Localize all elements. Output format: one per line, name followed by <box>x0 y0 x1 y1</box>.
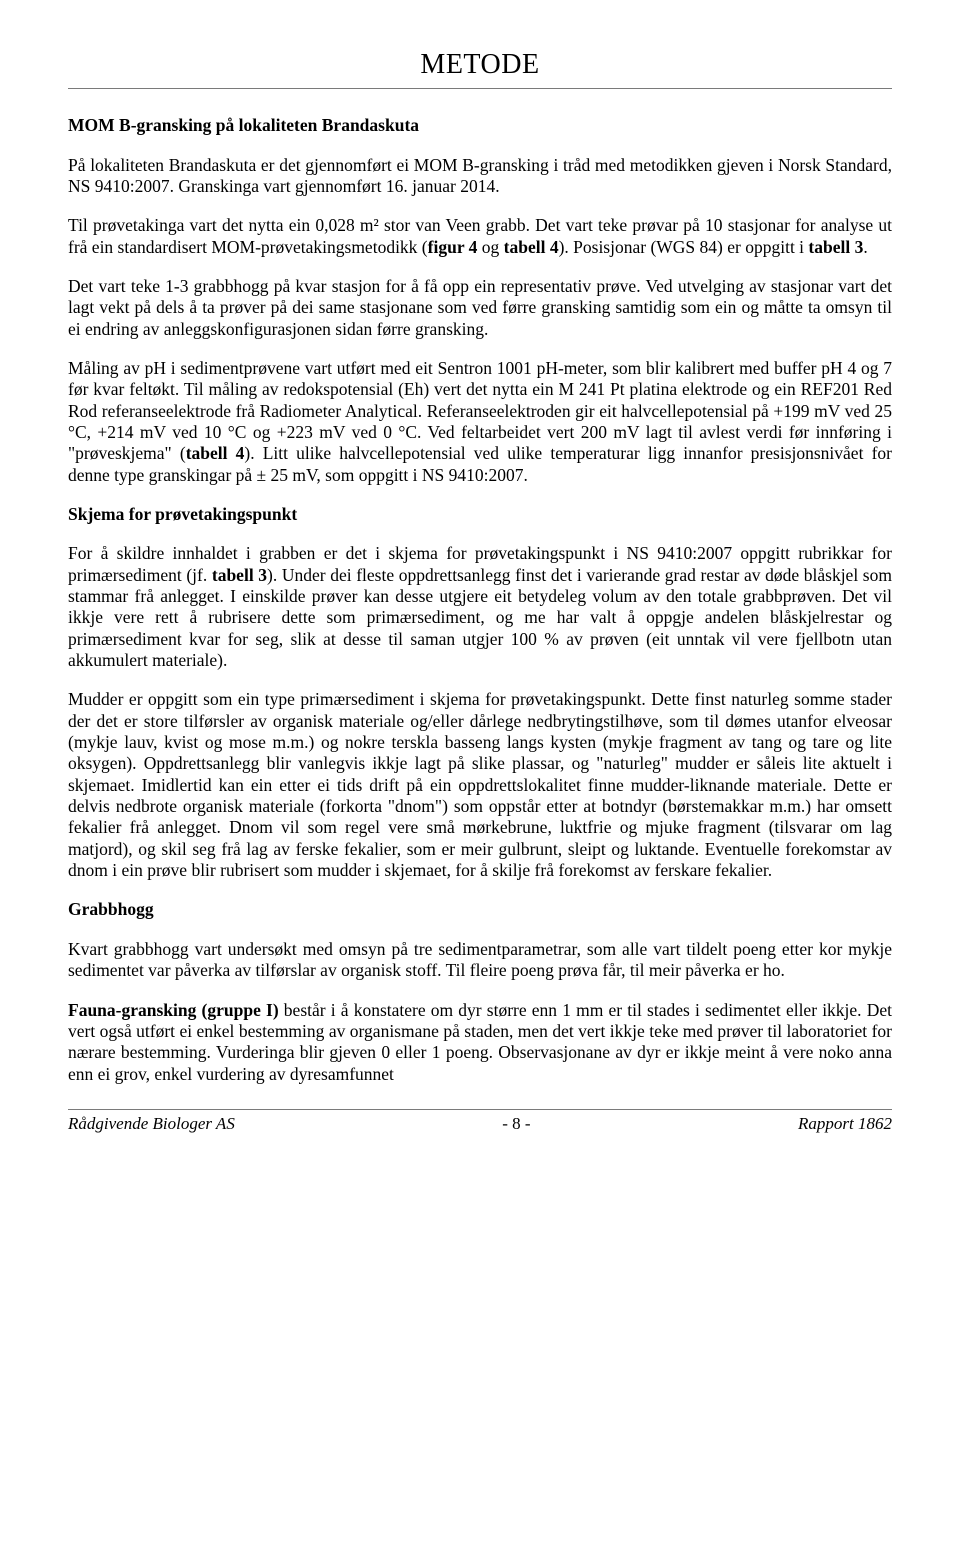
paragraph-fauna: Fauna-gransking (gruppe I) består i å ko… <box>68 1000 892 1085</box>
bold-fauna-gransking: Fauna-gransking (gruppe I) <box>68 1000 279 1020</box>
page-footer: Rådgivende Biologer AS - 8 - Rapport 186… <box>68 1109 892 1135</box>
paragraph-ph-measurement: Måling av pH i sedimentprøvene vart utfø… <box>68 358 892 486</box>
paragraph-intro: På lokaliteten Brandaskuta er det gjenno… <box>68 155 892 198</box>
paragraph-grabbhogg: Det vart teke 1-3 grabbhogg på kvar stas… <box>68 276 892 340</box>
paragraph-methods: Til prøvetakinga vart det nytta ein 0,02… <box>68 215 892 258</box>
text: og <box>477 237 503 257</box>
subheading-grabbhogg: Grabbhogg <box>68 899 892 920</box>
bold-ref-tabell3: tabell 3 <box>808 237 863 257</box>
subheading-skjema: Skjema for prøvetakingspunkt <box>68 504 892 525</box>
bold-ref-tabell3-2: tabell 3 <box>212 565 267 585</box>
footer-left: Rådgivende Biologer AS <box>68 1114 235 1135</box>
text: ). Posisjonar (WGS 84) er oppgitt i <box>559 237 809 257</box>
section-heading-mom-b: MOM B-gransking på lokaliteten Brandasku… <box>68 115 892 136</box>
footer-page-number: - 8 - <box>502 1114 530 1135</box>
text: . <box>863 237 867 257</box>
paragraph-mudder: Mudder er oppgitt som ein type primærsed… <box>68 689 892 881</box>
document-title: METODE <box>68 48 892 89</box>
bold-ref-figur4: figur 4 <box>428 237 478 257</box>
paragraph-skjema-1: For å skildre innhaldet i grabben er det… <box>68 543 892 671</box>
footer-right: Rapport 1862 <box>798 1114 892 1135</box>
bold-ref-tabell4: tabell 4 <box>504 237 559 257</box>
paragraph-grabbhogg-desc: Kvart grabbhogg vart undersøkt med omsyn… <box>68 939 892 982</box>
bold-ref-tabell4-2: tabell 4 <box>186 443 245 463</box>
